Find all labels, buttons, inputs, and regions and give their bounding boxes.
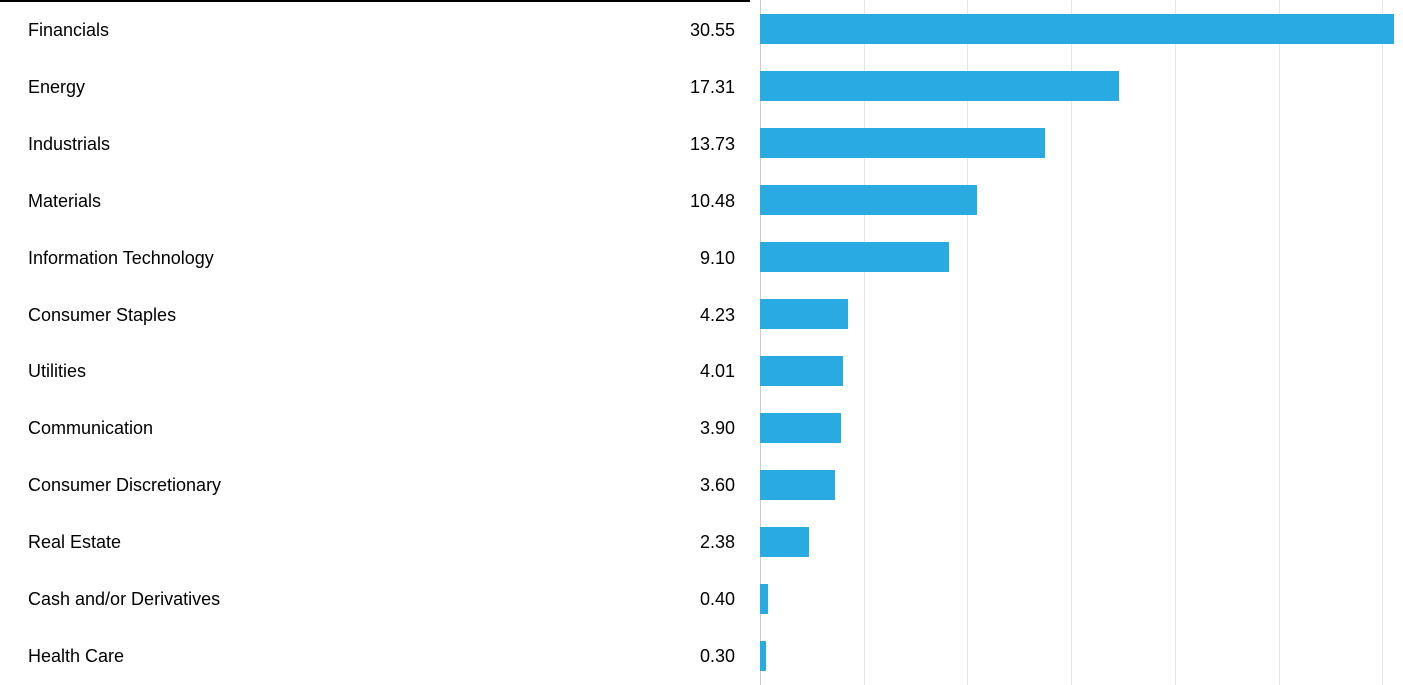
bar-row	[750, 171, 1403, 228]
bar-row	[750, 57, 1403, 114]
table-row: Consumer Staples 4.23	[0, 287, 750, 344]
table-row: Real Estate 2.38	[0, 514, 750, 571]
category-value: 0.30	[700, 646, 735, 667]
bar	[760, 641, 766, 671]
bar	[760, 413, 841, 443]
bar	[760, 584, 768, 614]
bar-row	[750, 457, 1403, 514]
category-label: Communication	[28, 418, 153, 439]
bar	[760, 14, 1394, 44]
bar	[760, 527, 809, 557]
category-label: Cash and/or Derivatives	[28, 589, 220, 610]
labels-column: Financials 30.55 Energy 17.31 Industrials 13.…	[0, 0, 750, 685]
category-label: Consumer Staples	[28, 305, 176, 326]
category-value: 3.60	[700, 475, 735, 496]
category-label: Health Care	[28, 646, 124, 667]
category-value: 30.55	[690, 20, 735, 41]
category-value: 2.38	[700, 532, 735, 553]
table-row: Health Care 0.30	[0, 628, 750, 685]
bar	[760, 356, 843, 386]
category-label: Energy	[28, 77, 85, 98]
bar-row	[750, 114, 1403, 171]
table-row: Materials 10.48	[0, 173, 750, 230]
category-value: 10.48	[690, 191, 735, 212]
table-row: Consumer Discretionary 3.60	[0, 457, 750, 514]
bar	[760, 128, 1045, 158]
table-row: Information Technology 9.10	[0, 230, 750, 287]
bar	[760, 185, 977, 215]
table-row: Industrials 13.73	[0, 116, 750, 173]
category-value: 4.23	[700, 305, 735, 326]
bar-row	[750, 342, 1403, 399]
bar-row	[750, 571, 1403, 628]
category-value: 0.40	[700, 589, 735, 610]
category-value: 4.01	[700, 361, 735, 382]
table-row: Financials 30.55	[0, 2, 750, 59]
bars-column	[750, 0, 1403, 685]
table-row: Communication 3.90	[0, 400, 750, 457]
category-label: Information Technology	[28, 248, 214, 269]
table-row: Utilities 4.01	[0, 344, 750, 401]
table-row: Energy 17.31	[0, 59, 750, 116]
bar-row	[750, 514, 1403, 571]
bar-row	[750, 400, 1403, 457]
category-label: Materials	[28, 191, 101, 212]
bar-row	[750, 628, 1403, 685]
table-row: Cash and/or Derivatives 0.40	[0, 571, 750, 628]
sector-allocation-chart: Financials 30.55 Energy 17.31 Industrials 13.…	[0, 0, 1403, 685]
bar-row	[750, 228, 1403, 285]
bar	[760, 71, 1119, 101]
category-label: Industrials	[28, 134, 110, 155]
category-label: Utilities	[28, 361, 86, 382]
category-label: Consumer Discretionary	[28, 475, 221, 496]
bar-row	[750, 285, 1403, 342]
bar	[760, 242, 949, 272]
category-value: 3.90	[700, 418, 735, 439]
category-label: Real Estate	[28, 532, 121, 553]
bar-row	[750, 0, 1403, 57]
category-value: 17.31	[690, 77, 735, 98]
bar	[760, 299, 848, 329]
bar	[760, 470, 835, 500]
category-label: Financials	[28, 20, 109, 41]
category-value: 9.10	[700, 248, 735, 269]
category-value: 13.73	[690, 134, 735, 155]
